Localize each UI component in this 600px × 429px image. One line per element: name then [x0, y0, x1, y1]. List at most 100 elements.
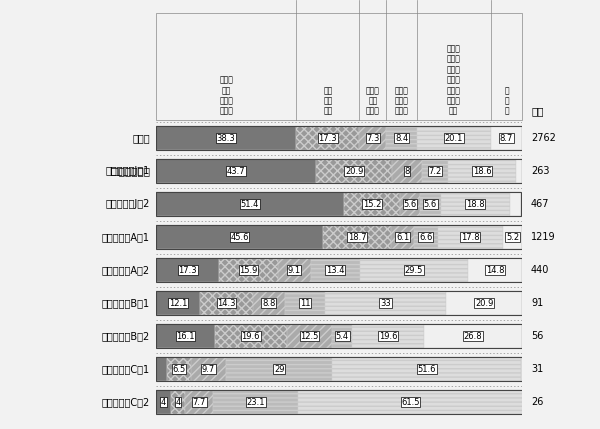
Bar	[156, 390, 523, 414]
Text: □寝たきり度: □寝たきり度	[109, 166, 150, 177]
Bar	[156, 192, 344, 216]
Text: 29: 29	[274, 365, 284, 374]
Bar	[298, 390, 523, 414]
Text: 19.6: 19.6	[379, 332, 397, 341]
Bar	[185, 390, 214, 414]
Text: 38.3: 38.3	[217, 134, 235, 143]
Bar	[391, 225, 413, 249]
Bar	[441, 192, 509, 216]
Text: 56: 56	[531, 331, 544, 341]
Text: 20.1: 20.1	[445, 134, 463, 143]
Text: 6.1: 6.1	[396, 233, 409, 242]
Text: 61.5: 61.5	[401, 398, 420, 407]
Text: 6.5: 6.5	[172, 365, 185, 374]
Text: 4: 4	[161, 398, 166, 407]
Text: 14.3: 14.3	[217, 299, 236, 308]
Text: あまり
参加
しない: あまり 参加 しない	[366, 86, 380, 116]
Bar	[413, 225, 438, 249]
Bar	[156, 160, 316, 183]
Bar	[323, 225, 391, 249]
Text: 23.1: 23.1	[247, 398, 265, 407]
Text: 17.3: 17.3	[319, 134, 337, 143]
Bar	[491, 127, 523, 150]
Bar	[448, 160, 516, 183]
Text: 15.9: 15.9	[239, 266, 257, 275]
Text: 467: 467	[531, 199, 550, 209]
Text: 8.8: 8.8	[262, 299, 275, 308]
Bar	[503, 225, 522, 249]
Text: 寝たきり　B－1: 寝たきり B－1	[102, 298, 150, 308]
Text: 12.1: 12.1	[169, 299, 187, 308]
Bar	[344, 192, 400, 216]
Bar	[287, 324, 332, 348]
Bar	[422, 160, 448, 183]
Text: 18.7: 18.7	[348, 233, 367, 242]
Bar	[156, 258, 220, 282]
Text: 20.9: 20.9	[345, 167, 364, 176]
Bar	[424, 324, 522, 348]
Text: 無
回
答: 無 回 答	[504, 86, 509, 116]
Bar	[156, 357, 522, 381]
Text: 6.6: 6.6	[419, 233, 433, 242]
Bar	[352, 324, 424, 348]
Bar	[156, 127, 523, 150]
Bar	[521, 357, 522, 381]
Text: 4: 4	[175, 398, 181, 407]
Text: 準寝たきりA－2: 準寝たきりA－2	[102, 265, 150, 275]
Bar	[316, 160, 392, 183]
Bar	[420, 192, 441, 216]
Bar	[226, 357, 332, 381]
Text: 17.8: 17.8	[461, 233, 480, 242]
Bar	[509, 192, 521, 216]
Bar	[167, 357, 191, 381]
Text: 9.1: 9.1	[287, 266, 301, 275]
Bar	[200, 291, 253, 315]
Text: 15.2: 15.2	[363, 200, 381, 209]
Bar	[156, 225, 522, 249]
Text: 263: 263	[531, 166, 550, 176]
Text: 生活自立　J－1: 生活自立 J－1	[106, 166, 150, 176]
Text: 51.6: 51.6	[418, 365, 436, 374]
Text: 12.5: 12.5	[301, 332, 319, 341]
Text: 準寝たきりA－1: 準寝たきりA－1	[102, 232, 150, 242]
Bar	[386, 127, 417, 150]
Text: 17.3: 17.3	[178, 266, 197, 275]
Text: 11: 11	[300, 299, 310, 308]
Text: 26: 26	[531, 397, 544, 407]
Bar	[156, 291, 200, 315]
Bar	[311, 258, 360, 282]
Bar	[214, 390, 298, 414]
Bar	[278, 258, 311, 282]
Bar	[156, 324, 215, 348]
Text: 属して
いない
の会等
にはな
いクラ
ブ・趣
味所: 属して いない の会等 にはな いクラ ブ・趣 味所	[447, 45, 461, 116]
Text: 18.8: 18.8	[466, 200, 484, 209]
Text: 5.6: 5.6	[403, 200, 416, 209]
Text: 19.6: 19.6	[242, 332, 260, 341]
Bar	[332, 357, 521, 381]
Bar	[156, 160, 522, 183]
Bar	[296, 127, 359, 150]
Text: 生活自立　J－2: 生活自立 J－2	[106, 199, 150, 209]
Text: 45.6: 45.6	[230, 233, 248, 242]
Text: 18.6: 18.6	[473, 167, 491, 176]
Text: 8: 8	[404, 167, 410, 176]
Bar	[215, 324, 287, 348]
Text: 16.1: 16.1	[176, 332, 195, 341]
Bar	[285, 291, 325, 315]
Bar	[156, 192, 521, 216]
Text: にして
いる
参加す
るよう: にして いる 参加す るよう	[219, 76, 233, 116]
Text: 寝たきり　B－2: 寝たきり B－2	[102, 331, 150, 341]
Bar	[170, 390, 185, 414]
Bar	[400, 192, 420, 216]
Text: 寝たきり　C－2: 寝たきり C－2	[102, 397, 150, 407]
Text: 5.2: 5.2	[506, 233, 519, 242]
Text: 合　計: 合 計	[133, 133, 150, 143]
Bar	[220, 258, 278, 282]
Bar	[392, 160, 422, 183]
Text: 1219: 1219	[531, 232, 556, 242]
Bar	[360, 258, 468, 282]
Bar	[156, 291, 523, 315]
Bar	[191, 357, 226, 381]
Bar	[417, 127, 491, 150]
Bar	[156, 258, 522, 282]
